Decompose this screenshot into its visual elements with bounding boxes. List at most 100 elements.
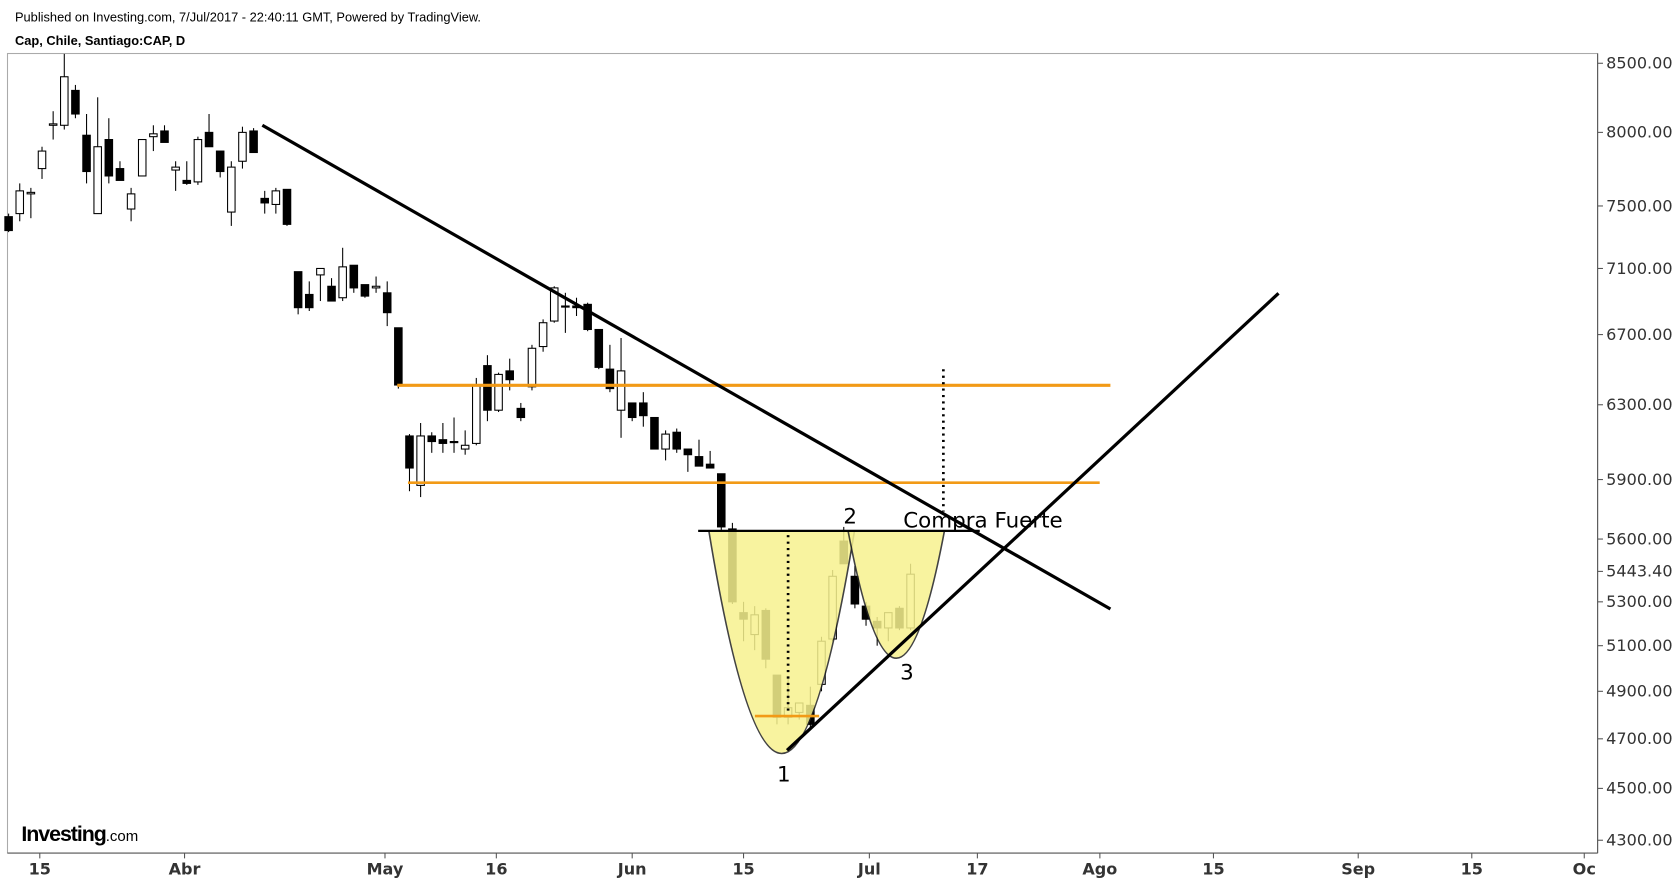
candle-body	[694, 456, 704, 467]
cup-2	[847, 530, 946, 660]
x-tick-label: Oc	[1573, 859, 1596, 878]
candle-body	[293, 271, 303, 309]
candle-body	[382, 292, 392, 314]
drawings: 1 2 3 Compra Fuerte	[261, 123, 1280, 787]
x-tick-label: Abr	[169, 859, 201, 878]
x-tick-label: Sep	[1341, 859, 1375, 878]
candle-body	[416, 435, 425, 486]
symbol-title: Cap, Chile, Santiago:CAP, D	[15, 33, 185, 48]
y-tick-label: 4900.00	[1606, 682, 1672, 701]
candle-body	[472, 384, 481, 444]
x-tick-label: 15	[1461, 859, 1483, 878]
candle-body	[549, 287, 559, 322]
candle-body	[639, 402, 648, 417]
candle-body	[394, 327, 403, 386]
label-3: 3	[900, 661, 914, 686]
candle-body	[37, 150, 47, 170]
label-1: 1	[777, 762, 791, 787]
candle-body	[716, 473, 726, 528]
candle-body	[15, 190, 25, 215]
candle-body	[93, 146, 102, 215]
candle-body	[149, 133, 158, 138]
candle-body	[460, 444, 470, 450]
x-tick-label: May	[367, 859, 404, 878]
axes: 4300.00 4500.00 4700.00 4900.00 5100.00 5300.…	[7, 53, 1679, 878]
last-price-label: 5443.40	[1606, 562, 1672, 581]
cup-1	[707, 530, 856, 755]
uptrend-line	[785, 292, 1280, 752]
candle-body	[282, 188, 292, 225]
last-price-box	[1598, 560, 1679, 583]
y-tick-label: 6300.00	[1606, 395, 1672, 414]
y-tick-label: 8000.00	[1606, 123, 1672, 142]
candle-body	[505, 370, 514, 381]
candle-body	[227, 166, 236, 213]
candle-body	[594, 328, 604, 368]
candle-body	[204, 131, 214, 148]
candle-body	[516, 407, 526, 419]
candle-body	[661, 433, 670, 450]
candle-body	[238, 131, 247, 162]
logo: Investing.com	[21, 822, 138, 846]
y-tick-label: 6700.00	[1606, 325, 1672, 344]
signal-label: Compra Fuerte	[903, 509, 1062, 534]
candle-body	[260, 197, 270, 204]
candle-body	[316, 267, 325, 276]
candle-body	[583, 303, 592, 331]
candle-body	[26, 191, 36, 195]
y-tick-label: 4500.00	[1606, 779, 1672, 798]
x-tick-label: 16	[485, 859, 507, 878]
candle-body	[71, 89, 80, 115]
candle-body	[605, 368, 615, 390]
candle-body	[338, 266, 347, 299]
y-tick-label: 4300.00	[1606, 831, 1672, 850]
y-tick-label: 5100.00	[1606, 636, 1672, 655]
candle-body	[494, 373, 503, 411]
logo-brand: Investing	[21, 822, 105, 846]
candle-body	[193, 139, 203, 183]
candle-body	[672, 431, 682, 450]
y-tick-label: 5600.00	[1606, 529, 1672, 548]
candle-body	[371, 285, 381, 289]
candle-body	[483, 365, 492, 411]
candle-body	[327, 285, 336, 302]
x-tick-label: 15	[29, 859, 51, 878]
candle-body	[427, 435, 437, 443]
x-tick-label: Ago	[1082, 859, 1117, 878]
candle-body	[449, 441, 459, 444]
candle-body	[104, 139, 114, 177]
candle-body	[616, 370, 626, 411]
x-tick-label: 15	[732, 859, 754, 878]
logo-suffix: .com	[106, 828, 138, 845]
candle-body	[405, 435, 414, 469]
candle-body	[705, 463, 715, 469]
y-tick-label: 8500.00	[1606, 54, 1672, 73]
candle-body	[82, 134, 91, 173]
y-tick-label: 5300.00	[1606, 592, 1672, 611]
candle-body	[115, 168, 125, 181]
candle-body	[4, 216, 13, 232]
candle-body	[650, 416, 659, 450]
candle-body	[48, 123, 58, 126]
candle-body	[527, 347, 537, 388]
candle-body	[137, 139, 147, 177]
x-tick-label: Jun	[617, 859, 647, 878]
candle-body	[349, 264, 359, 289]
x-tick-label: 15	[1202, 859, 1224, 878]
candle-body	[182, 179, 192, 184]
candle-body	[271, 190, 281, 205]
candle-body	[249, 130, 258, 154]
x-tick-label: Jul	[857, 859, 881, 878]
candle-body	[561, 305, 570, 308]
y-tick-label: 7100.00	[1606, 259, 1672, 278]
candle-body	[627, 402, 637, 419]
candle-body	[126, 193, 136, 210]
candle-body	[215, 150, 225, 173]
candle-body	[160, 130, 169, 143]
y-tick-label: 4700.00	[1606, 729, 1672, 748]
downtrend-line	[261, 123, 1112, 611]
y-tick-label: 5900.00	[1606, 470, 1672, 489]
x-tick-label: 17	[966, 859, 988, 878]
